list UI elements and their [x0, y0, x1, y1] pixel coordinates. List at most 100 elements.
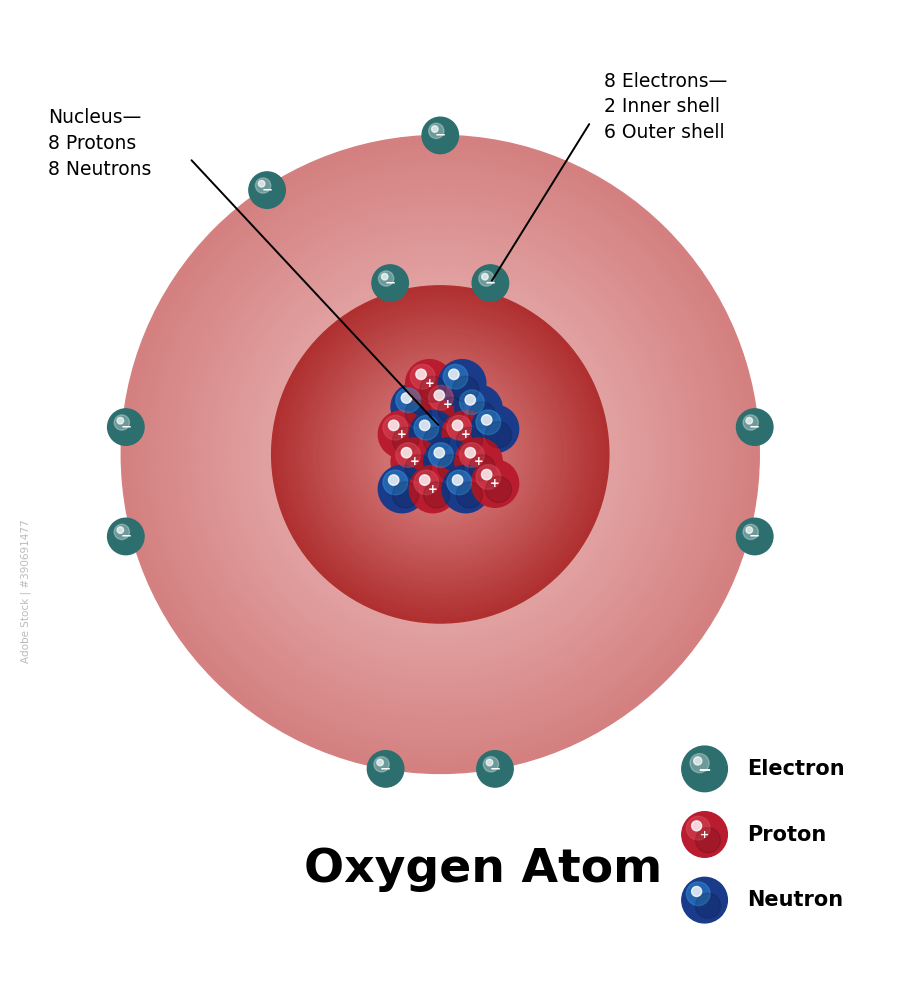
Circle shape: [325, 339, 556, 570]
Circle shape: [221, 235, 659, 674]
Circle shape: [277, 291, 603, 618]
Circle shape: [422, 117, 458, 154]
Circle shape: [472, 265, 509, 301]
Circle shape: [121, 135, 759, 773]
Circle shape: [682, 812, 727, 857]
Text: Oxygen Atom: Oxygen Atom: [304, 847, 662, 892]
Circle shape: [438, 360, 486, 407]
Circle shape: [402, 448, 412, 458]
Circle shape: [286, 300, 595, 609]
Text: −: −: [380, 762, 392, 775]
Circle shape: [253, 267, 628, 642]
Text: −: −: [384, 277, 396, 290]
Circle shape: [189, 203, 691, 706]
Circle shape: [409, 465, 457, 513]
Circle shape: [392, 407, 488, 502]
Circle shape: [229, 243, 652, 666]
Circle shape: [401, 415, 481, 494]
Circle shape: [411, 364, 435, 389]
Circle shape: [129, 143, 751, 765]
Circle shape: [301, 315, 580, 594]
Text: +: +: [410, 455, 420, 468]
Circle shape: [297, 311, 583, 598]
Circle shape: [169, 183, 712, 726]
Text: +: +: [700, 830, 709, 840]
Text: −: −: [261, 184, 272, 197]
Circle shape: [476, 465, 501, 489]
Circle shape: [389, 420, 399, 431]
Circle shape: [353, 367, 527, 542]
Circle shape: [421, 435, 460, 474]
Circle shape: [418, 432, 463, 477]
Circle shape: [173, 187, 707, 722]
Circle shape: [691, 821, 702, 831]
Circle shape: [396, 411, 484, 498]
Circle shape: [281, 295, 600, 614]
Circle shape: [334, 348, 547, 561]
Circle shape: [432, 446, 448, 463]
Circle shape: [392, 407, 488, 502]
Circle shape: [350, 364, 530, 544]
Circle shape: [274, 289, 606, 620]
Circle shape: [272, 287, 608, 622]
Circle shape: [691, 886, 702, 896]
Circle shape: [381, 395, 500, 514]
Circle shape: [428, 385, 453, 410]
Circle shape: [686, 882, 710, 906]
Circle shape: [436, 450, 444, 458]
Circle shape: [285, 299, 596, 610]
Circle shape: [259, 180, 265, 187]
Circle shape: [157, 171, 724, 738]
Circle shape: [404, 419, 476, 490]
Circle shape: [405, 455, 431, 481]
Circle shape: [292, 305, 590, 603]
Circle shape: [442, 411, 490, 458]
Circle shape: [389, 475, 399, 485]
Circle shape: [746, 417, 753, 424]
Circle shape: [398, 412, 482, 497]
Circle shape: [348, 362, 533, 547]
Circle shape: [409, 424, 471, 485]
Circle shape: [390, 404, 491, 505]
Circle shape: [107, 518, 144, 555]
Circle shape: [429, 443, 451, 466]
Circle shape: [379, 393, 503, 516]
Circle shape: [412, 426, 469, 483]
Circle shape: [455, 438, 503, 485]
Circle shape: [442, 465, 490, 513]
Circle shape: [364, 379, 516, 530]
Circle shape: [437, 452, 443, 457]
Circle shape: [457, 427, 482, 453]
Circle shape: [213, 227, 668, 682]
Text: −: −: [435, 129, 446, 142]
Circle shape: [435, 449, 446, 460]
Circle shape: [311, 325, 569, 584]
Circle shape: [438, 397, 464, 423]
Text: Electron: Electron: [747, 759, 845, 779]
Circle shape: [328, 342, 553, 567]
Circle shape: [471, 405, 519, 453]
Circle shape: [481, 469, 492, 480]
Circle shape: [373, 387, 508, 522]
Text: −: −: [120, 530, 131, 543]
Circle shape: [465, 395, 476, 405]
Circle shape: [695, 828, 721, 853]
Circle shape: [319, 334, 561, 575]
Circle shape: [485, 476, 512, 503]
Circle shape: [217, 231, 664, 678]
Circle shape: [457, 482, 482, 508]
Circle shape: [420, 376, 446, 402]
Circle shape: [368, 751, 403, 787]
Circle shape: [415, 369, 426, 380]
Circle shape: [356, 370, 525, 539]
Circle shape: [453, 376, 479, 402]
Circle shape: [339, 353, 541, 556]
Circle shape: [185, 199, 695, 710]
Circle shape: [316, 331, 564, 578]
Text: +: +: [443, 398, 452, 411]
Circle shape: [313, 327, 568, 582]
Text: +: +: [490, 477, 500, 490]
Circle shape: [337, 350, 545, 558]
Circle shape: [321, 335, 560, 574]
Circle shape: [470, 402, 495, 428]
